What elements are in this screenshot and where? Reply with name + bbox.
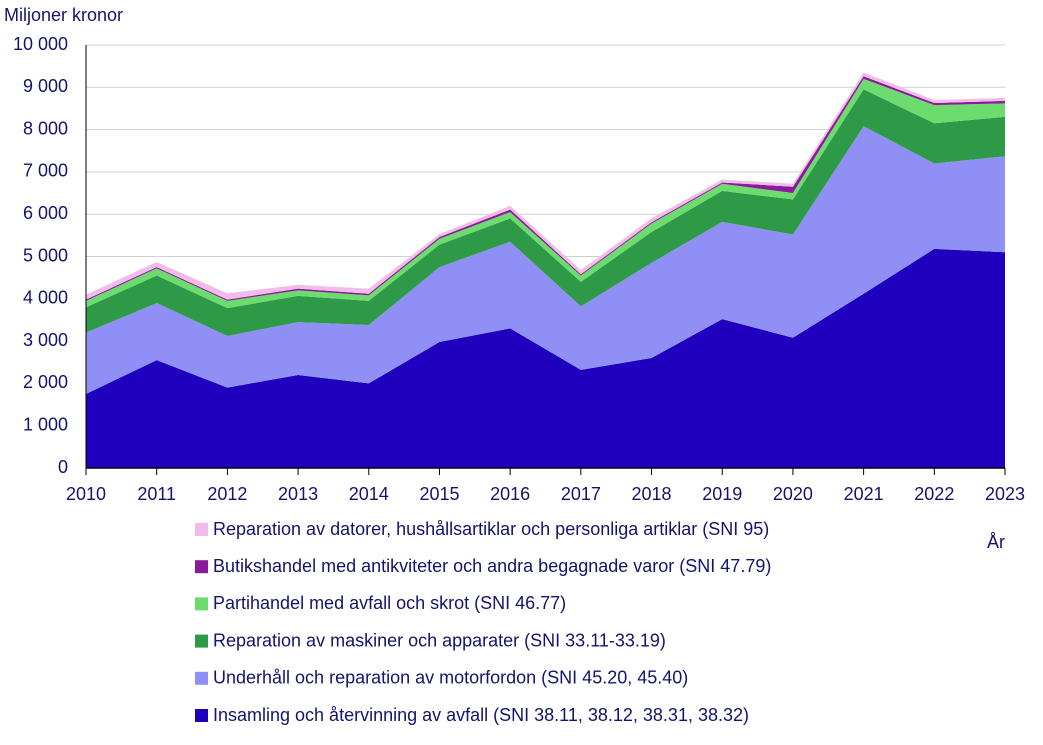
y-tick-label: 2 000 [23, 372, 68, 392]
area [86, 248, 1005, 468]
legend-swatch [195, 560, 208, 574]
y-tick-label: 7 000 [23, 161, 68, 181]
x-tick-label: 2019 [702, 484, 742, 504]
x-tick-label: 2022 [914, 484, 954, 504]
x-tick-label: 2020 [773, 484, 813, 504]
y-tick-label: 8 000 [23, 118, 68, 138]
legend-label: Partihandel med avfall och skrot (SNI 46… [213, 593, 566, 613]
x-tick-label: 2018 [632, 484, 672, 504]
y-tick-label: 0 [58, 457, 68, 477]
area [86, 78, 1005, 309]
x-tick-label: 2021 [844, 484, 884, 504]
legend-label: Reparation av datorer, hushållsartiklar … [213, 519, 769, 539]
legend-label: Butikshandel med antikviteter och andra … [213, 556, 771, 576]
y-tick-label: 6 000 [23, 203, 68, 223]
x-tick-label: 2014 [349, 484, 389, 504]
x-tick-label: 2012 [207, 484, 247, 504]
x-tick-label: 2023 [985, 484, 1025, 504]
legend-swatch [195, 523, 208, 536]
y-tick-label: 4 000 [23, 288, 68, 308]
legend-swatch [195, 597, 208, 611]
x-tick-label: 2010 [66, 484, 106, 504]
x-tick-label: 2011 [137, 484, 176, 504]
legend-label: Insamling och återvinning av avfall (SNI… [213, 705, 749, 725]
legend-swatch [195, 709, 208, 722]
x-tick-label: 2015 [419, 484, 459, 504]
y-tick-label: 3 000 [23, 330, 68, 350]
legend-label: Underhåll och reparation av motorfordon … [213, 668, 688, 688]
x-axis-title: År [987, 532, 1005, 552]
x-tick-label: 2017 [561, 484, 601, 504]
area [86, 126, 1005, 394]
legend-swatch [195, 671, 208, 685]
x-tick-label: 2013 [278, 484, 318, 504]
y-tick-label: 10 000 [13, 34, 68, 54]
area [86, 89, 1005, 337]
y-axis-title: Miljoner kronor [4, 5, 123, 25]
y-tick-label: 1 000 [23, 414, 68, 434]
x-tick-label: 2016 [490, 484, 530, 504]
y-tick-label: 9 000 [23, 76, 68, 96]
legend-swatch [195, 634, 208, 648]
y-tick-label: 5 000 [23, 245, 68, 265]
legend-label: Reparation av maskiner och apparater (SN… [213, 630, 666, 650]
